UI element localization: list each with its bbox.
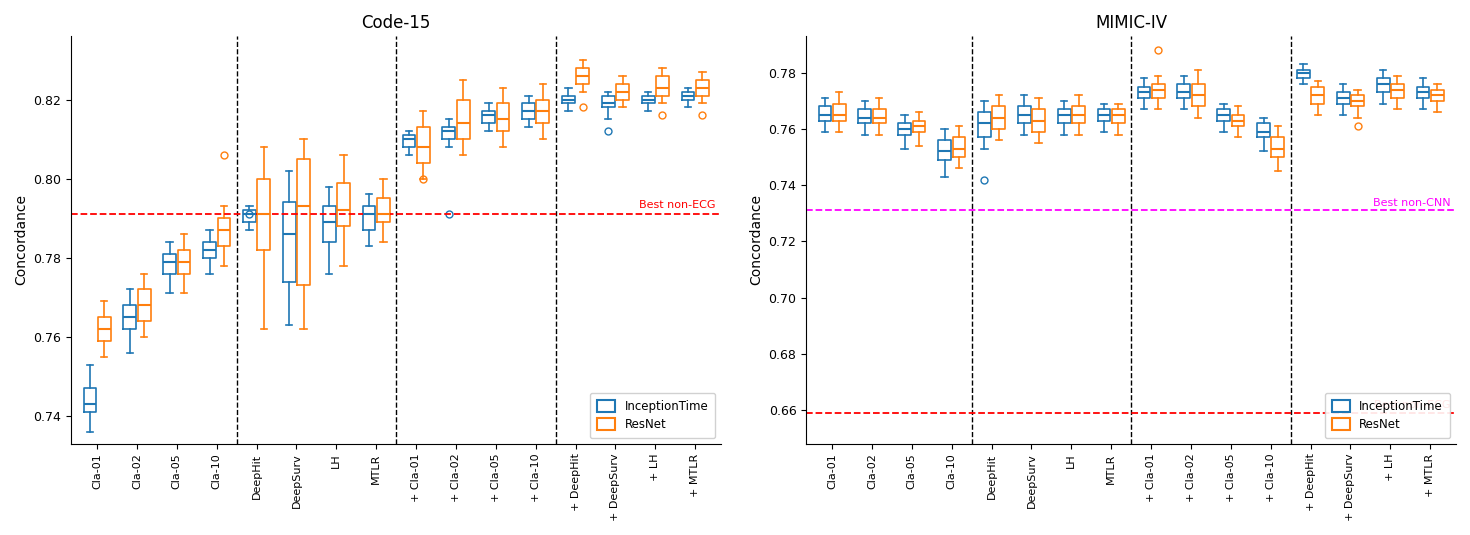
Legend: InceptionTime, ResNet: InceptionTime, ResNet [589, 393, 716, 438]
Text: Best non-ECG: Best non-ECG [638, 200, 714, 210]
Y-axis label: Concordance: Concordance [748, 195, 763, 286]
Text: Best non-CNN: Best non-CNN [1373, 197, 1449, 208]
Text: Best non-ECG: Best non-ECG [1373, 400, 1449, 410]
Legend: InceptionTime, ResNet: InceptionTime, ResNet [1324, 393, 1451, 438]
Y-axis label: Concordance: Concordance [13, 195, 28, 286]
Title: MIMIC-IV: MIMIC-IV [1095, 14, 1167, 32]
Title: Code-15: Code-15 [362, 14, 431, 32]
